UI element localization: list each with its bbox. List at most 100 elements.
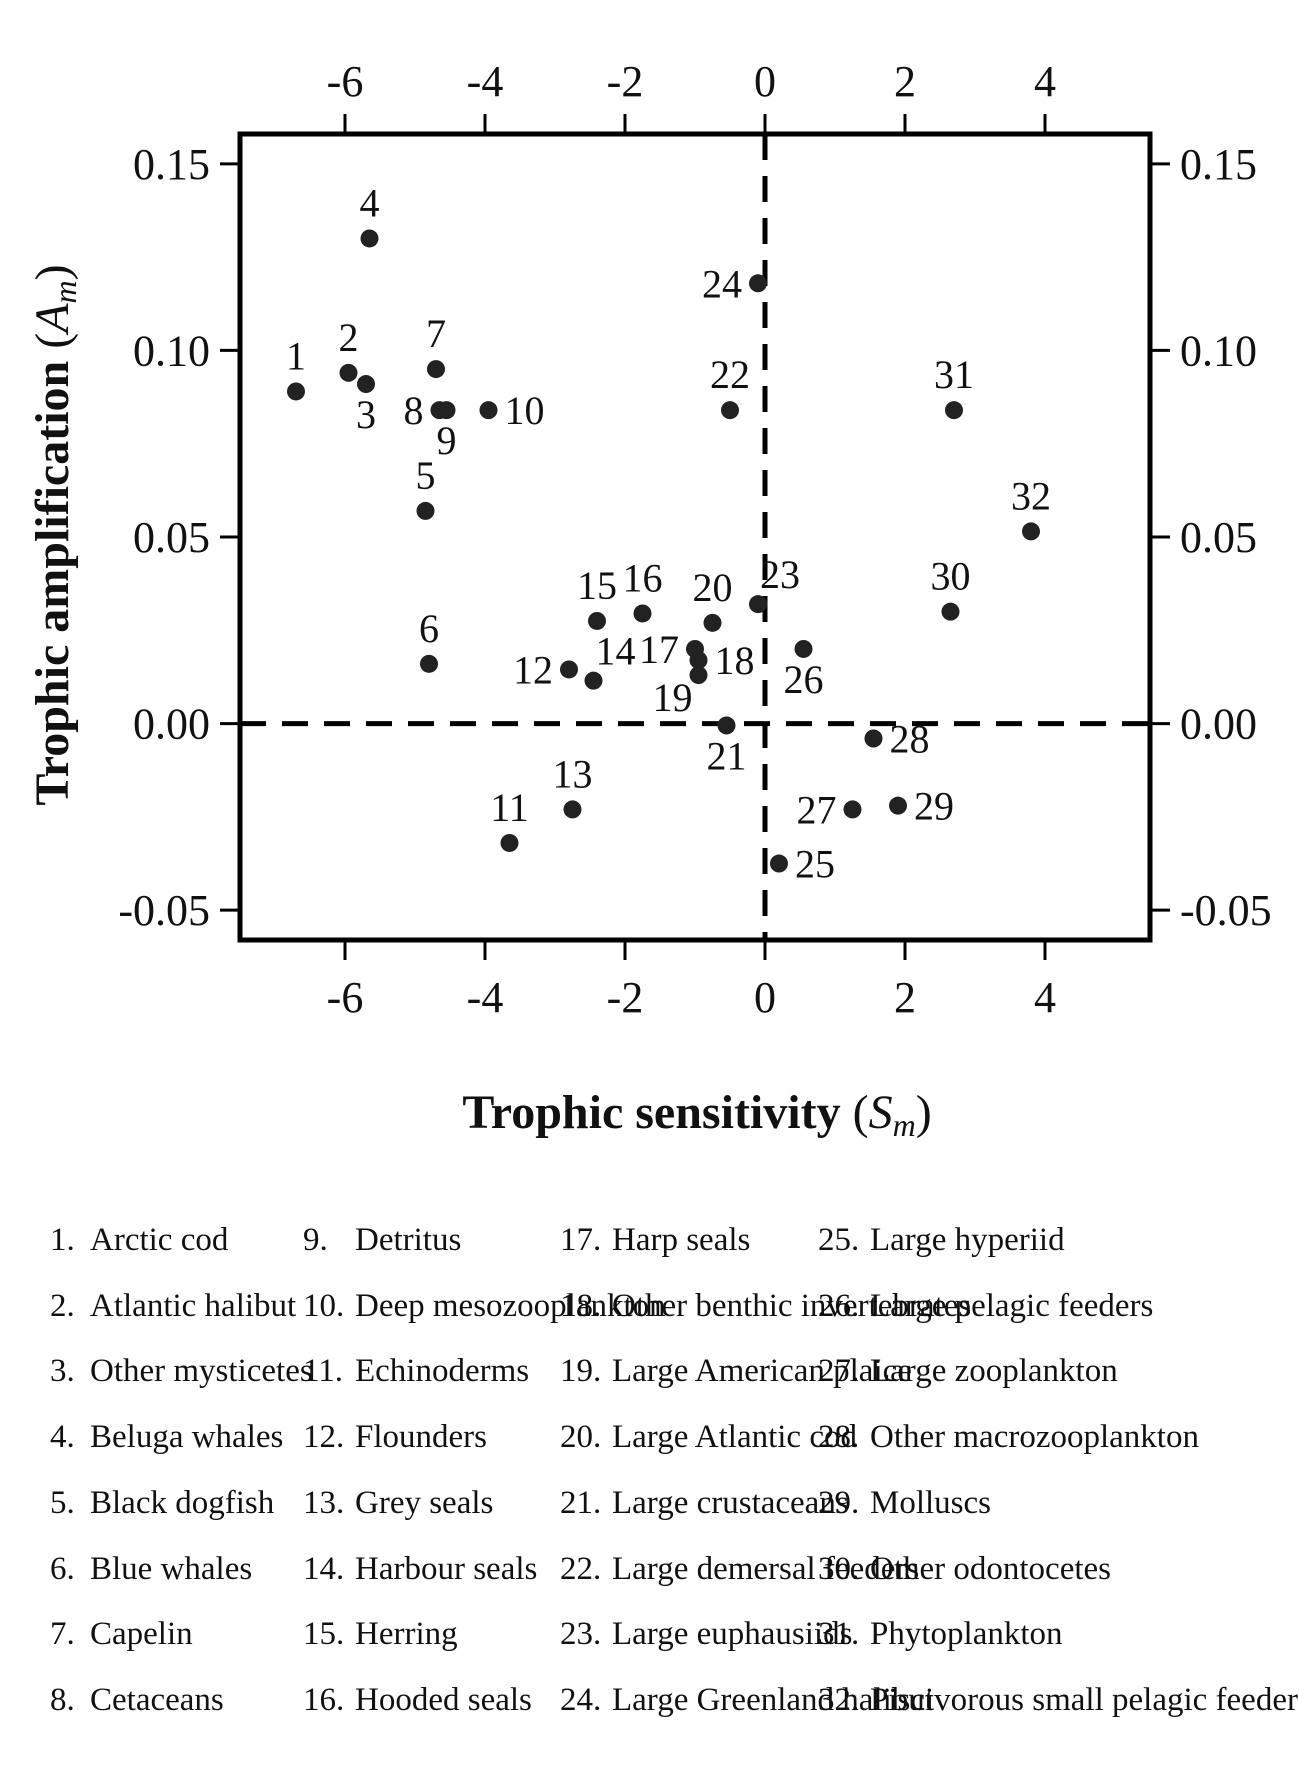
data-point-label-5: 5 [416,453,436,498]
data-point-label-19: 19 [653,675,693,720]
x-axis-subscript: m [893,1107,916,1143]
data-point-11 [500,833,519,852]
legend-item: 31. Phytoplankton [818,1614,1063,1654]
legend-item-name: Large zooplankton [870,1353,1118,1390]
y-tick-label-right: 0.05 [1180,513,1257,562]
y-axis-right: 0.15 0.10 0.05 0.00 -0.05 [1150,140,1272,935]
data-point-31 [945,401,963,420]
legend-item: 13. Grey seals [303,1483,493,1523]
data-point-25 [770,854,788,873]
data-point-label-30: 30 [931,554,971,599]
plot-border [237,131,1153,943]
x-tick-label-top: -2 [607,57,644,106]
legend-item: 28. Other macrozooplankton [818,1417,1199,1457]
legend-item: 9. Detritus [303,1220,461,1260]
data-point-label-14: 14 [596,629,636,674]
data-point-6 [420,654,438,673]
y-tick-label-right: -0.05 [1180,886,1272,935]
legend-item-number: 14. [303,1550,345,1587]
data-point-3 [357,375,375,394]
x-tick-label-top: 2 [894,57,916,106]
data-point-23 [749,595,767,614]
data-point-1 [287,382,305,401]
legend-item: 30. Other odontocetes [818,1549,1111,1589]
data-point-13 [563,800,582,819]
data-point-16 [633,604,652,623]
legend-item: 2. Atlantic halibut [50,1286,296,1326]
species-legend: 1. Arctic cod 2. Atlantic halibut 3. Other my… [0,1210,1299,1730]
legend-item-name: Large pelagic feeders [870,1287,1154,1324]
legend-item-name: Atlantic halibut [90,1287,297,1324]
data-point-label-9: 9 [437,418,457,463]
legend-item-number: 27. [818,1353,860,1390]
legend-item-name: Phytoplankton [870,1616,1063,1653]
legend-item-name: Detritus [355,1222,462,1258]
y-axis-left: 0.15 0.10 0.05 0.00 -0.05 [118,140,240,935]
legend-item: 18. Other benthic invertebrates [560,1286,971,1326]
legend-item-number: 28. [818,1419,860,1456]
x-tick-label-bottom: 0 [754,973,776,1022]
data-point-12 [560,660,578,679]
x-axis-symbol: S [869,1086,893,1139]
data-point-label-20: 20 [693,565,733,610]
legend-item: 1. Arctic cod [50,1220,228,1260]
legend-item-name: Other benthic invertebrates [612,1287,972,1324]
data-point-15 [588,611,606,630]
data-point-29 [889,796,907,815]
legend-item-name: Deep mesozooplankton [355,1287,666,1324]
x-axis-top: -6 -4 -2 0 2 4 [327,57,1056,134]
legend-item: 23. Large euphausiids [560,1614,852,1654]
data-point-label-31: 31 [934,352,974,397]
data-point-label-7: 7 [426,311,446,356]
legend-item: 19. Large American plaice [560,1351,912,1391]
x-tick-label-bottom: 4 [1034,973,1056,1022]
x-tick-label-bottom: -6 [327,973,364,1022]
legend-item-name: Large hyperiid [870,1222,1065,1258]
y-tick-label-left: 0.10 [133,326,210,375]
x-tick-label-top: 4 [1034,57,1056,106]
legend-item: 5. Black dogfish [50,1483,274,1523]
legend-item: 14. Harbour seals [303,1549,537,1589]
data-point-label-28: 28 [890,717,930,762]
legend-item-name: Herring [355,1616,458,1653]
legend-item-name: Large Greenland halibut [612,1681,934,1718]
scatter-chart: -6 -4 -2 0 2 4 -6 -4 -2 0 2 4 0.150.100.050.00-0.0… [26,57,1272,1143]
data-point-label-32: 32 [1011,473,1051,518]
data-point-label-13: 13 [553,751,593,796]
legend-item: 20. Large Atlantic cod [560,1417,857,1457]
legend-item-name: Grey seals [355,1484,494,1521]
data-point-9 [437,401,456,420]
legend-item: 17. Harp seals [560,1220,750,1260]
data-point-2 [339,363,358,382]
data-point-label-15: 15 [577,563,617,608]
legend-item-number: 25. [818,1222,860,1258]
data-point-label-8: 8 [404,388,424,433]
legend-item-number: 8. [50,1681,75,1718]
y-tick-label-left: 0.00 [133,700,210,749]
x-axis-title: Trophic sensitivity (Sm) [462,1086,931,1143]
data-point-label-16: 16 [623,555,663,600]
legend-item-number: 18. [560,1287,602,1324]
legend-item-name: Flounders [355,1419,487,1456]
legend-item-number: 21. [560,1484,602,1521]
data-point-label-1: 1 [286,333,306,378]
data-point-label-4: 4 [360,180,380,225]
legend-item: 25. Large hyperiid [818,1220,1065,1260]
legend-item-number: 24. [560,1681,602,1718]
y-tick-label-left: -0.05 [118,886,210,935]
y-tick-label-left: 0.15 [133,140,210,189]
x-tick-label-top: 0 [754,57,776,106]
y-axis-symbol: A [26,303,79,336]
x-tick-label-top: -4 [467,57,504,106]
legend-item: 10. Deep mesozooplankton [303,1286,666,1326]
legend-item-name: Large Atlantic cod [612,1419,857,1456]
legend-item-number: 6. [50,1550,75,1587]
data-point-label-21: 21 [707,733,747,778]
legend-item: 16. Hooded seals [303,1680,532,1720]
legend-item-name: Piscivorous small pelagic feeders [870,1681,1299,1718]
legend-item-number: 26. [818,1287,860,1324]
y-tick-label-right: 0.15 [1180,140,1257,189]
legend-item-number: 11. [303,1353,344,1390]
data-point-30 [941,602,960,621]
data-point-label-22: 22 [710,352,750,397]
